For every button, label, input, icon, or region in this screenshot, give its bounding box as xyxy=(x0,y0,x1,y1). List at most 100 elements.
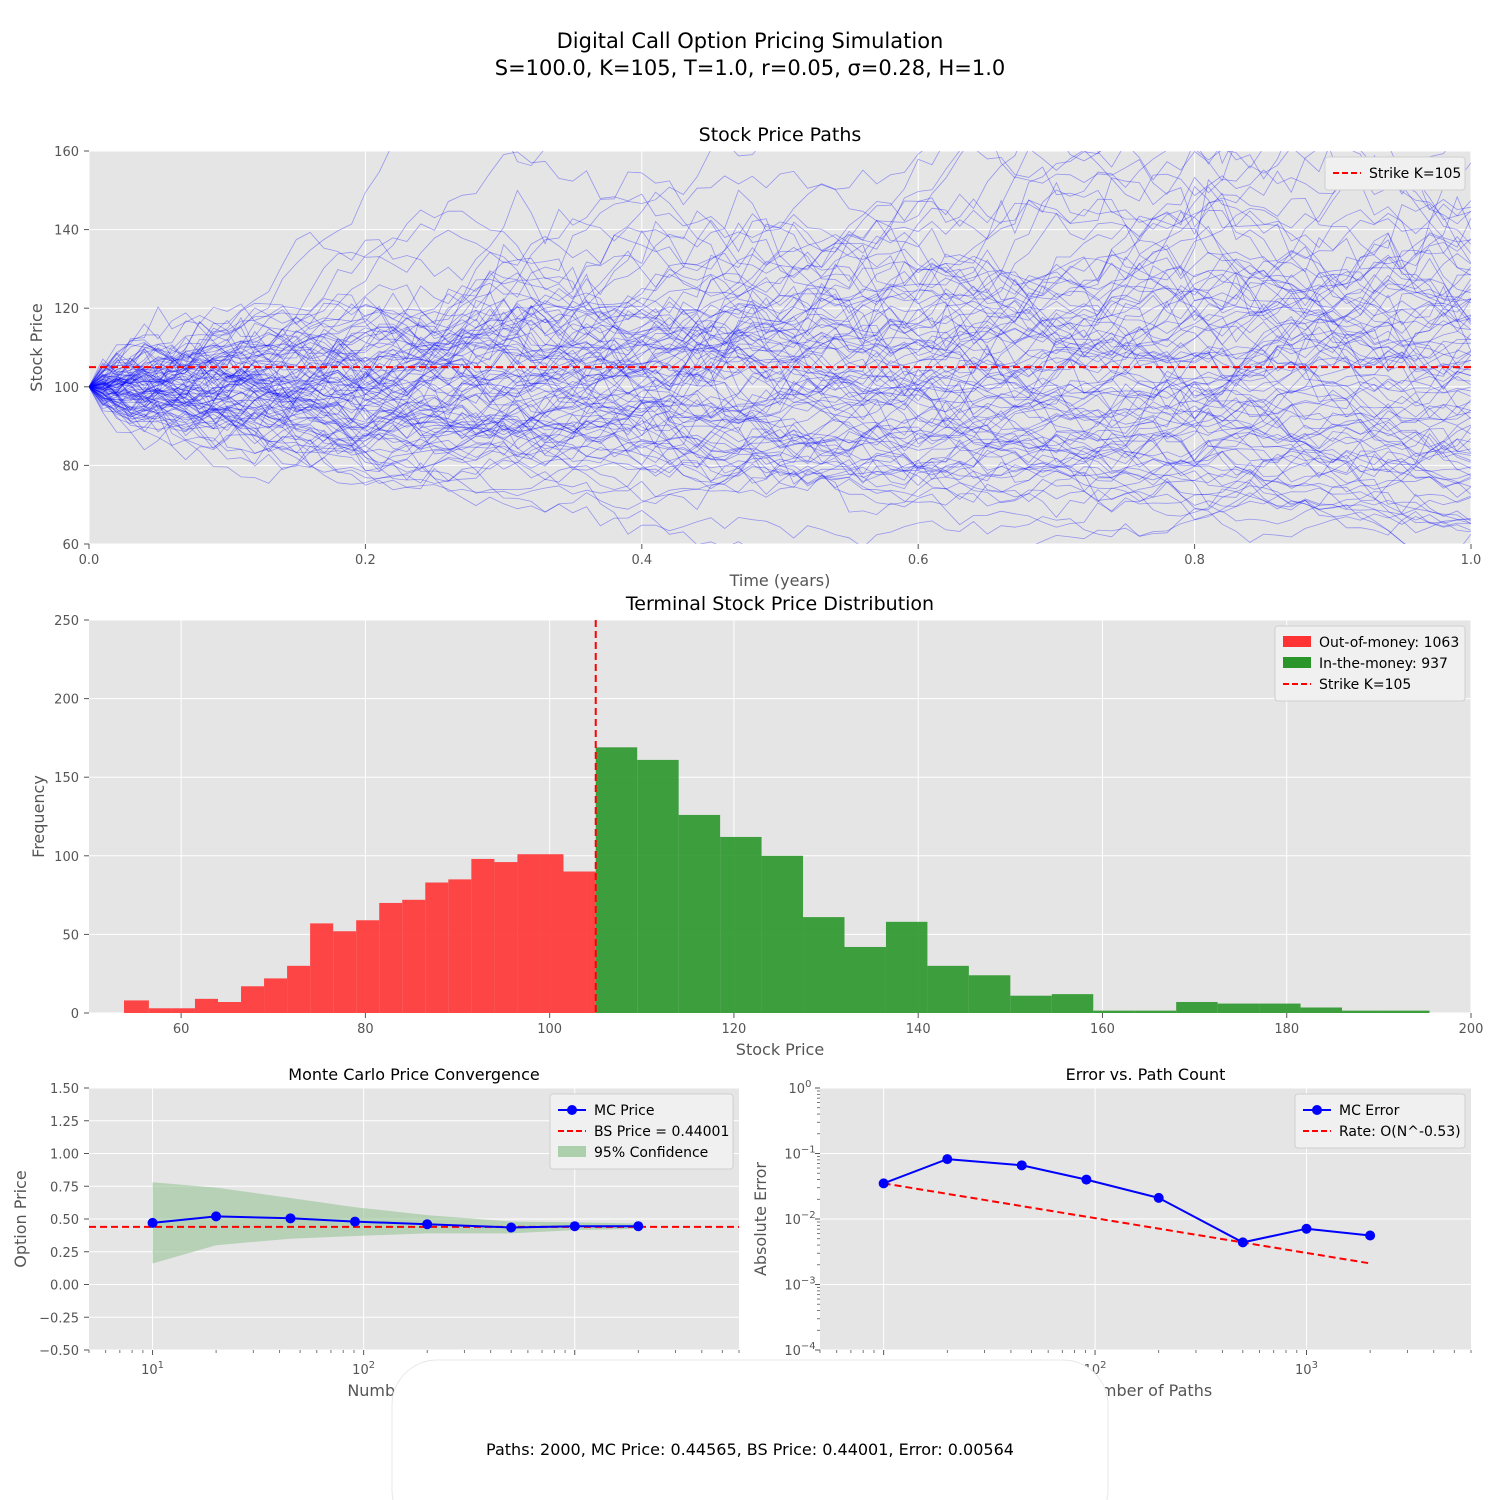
histogram-bar xyxy=(563,871,587,1013)
mc-price-point xyxy=(147,1217,158,1228)
price-path xyxy=(89,151,1471,416)
mc-error-point xyxy=(1016,1160,1027,1171)
price-path xyxy=(89,378,1471,534)
histogram-bar xyxy=(968,975,1011,1013)
y-tick-label: 200 xyxy=(54,693,79,708)
legend-label: Out-of-money: 1063 xyxy=(1319,635,1459,651)
price-path xyxy=(89,178,1471,421)
gridlines xyxy=(88,150,1472,545)
price-path xyxy=(89,272,1471,409)
legend-swatch xyxy=(1283,636,1311,647)
histogram-bar xyxy=(425,882,449,1013)
price-path xyxy=(89,154,1471,441)
mc-error-point xyxy=(878,1178,889,1189)
histogram-bar xyxy=(1259,1003,1301,1013)
legend-label: Strike K=105 xyxy=(1369,166,1461,182)
legend-label: 95% Confidence xyxy=(594,1145,708,1161)
price-path xyxy=(89,221,1471,400)
convergence-chart: 101102103−0.50−0.250.000.250.500.751.001… xyxy=(11,1065,740,1400)
x-tick-label: 100 xyxy=(537,1022,562,1037)
price-path xyxy=(89,326,1471,463)
mc-error-point xyxy=(1237,1237,1248,1248)
price-path xyxy=(89,207,1471,388)
histogram-bar xyxy=(1300,1007,1343,1013)
price-path xyxy=(89,151,1471,410)
legend: MC Price BS Price = 0.44001 95% Confidence xyxy=(549,1093,734,1170)
price-path xyxy=(89,254,1471,434)
y-tick-label: 0 xyxy=(71,1007,79,1022)
price-path xyxy=(89,371,1471,477)
price-path xyxy=(89,265,1471,388)
y-tick-label: 150 xyxy=(54,771,79,786)
price-path xyxy=(89,307,1471,463)
price-path xyxy=(89,151,1282,405)
histogram-bar xyxy=(927,965,969,1013)
price-path xyxy=(89,249,1471,388)
histogram-bar xyxy=(678,814,721,1013)
price-path xyxy=(89,246,1471,412)
price-path xyxy=(89,297,1471,408)
histogram-bar xyxy=(1176,1001,1218,1013)
y-tick-label: 0.75 xyxy=(50,1180,79,1195)
price-path xyxy=(89,386,1471,522)
price-path xyxy=(89,372,1471,471)
mc-price-point xyxy=(211,1211,222,1222)
legend-label: MC Error xyxy=(1339,1103,1400,1119)
simulated-paths xyxy=(89,151,1471,544)
y-axis-label: Frequency xyxy=(29,775,48,858)
price-path xyxy=(89,338,1471,427)
chart-title: Terminal Stock Price Distribution xyxy=(625,593,934,615)
histogram-bar xyxy=(761,855,804,1013)
y-tick-label: 1.50 xyxy=(50,1082,79,1097)
histogram-bar xyxy=(124,1000,149,1013)
price-path xyxy=(89,337,1471,445)
histogram-bar xyxy=(402,899,426,1013)
legend-label: Rate: O(N^-0.53) xyxy=(1339,1124,1461,1140)
price-path xyxy=(89,348,1405,544)
legend: MC Error Rate: O(N^-0.53) xyxy=(1294,1093,1466,1149)
out-of-money-bars xyxy=(124,854,596,1013)
histogram-bar xyxy=(720,836,762,1013)
in-the-money-bars xyxy=(595,747,1430,1013)
price-path xyxy=(89,267,1471,423)
y-tick-label: 0.00 xyxy=(50,1279,79,1294)
histogram-bar xyxy=(287,965,311,1013)
price-path xyxy=(89,328,1471,525)
price-path xyxy=(89,309,1471,397)
legend: Out-of-money: 1063 In-the-money: 937 Strik… xyxy=(1274,625,1466,702)
histogram-bar xyxy=(494,862,518,1013)
chart-title: Monte Carlo Price Convergence xyxy=(288,1065,539,1084)
price-path xyxy=(89,378,1471,461)
x-tick-label: 0.8 xyxy=(1184,553,1205,568)
legend-label: MC Price xyxy=(594,1103,654,1119)
price-path xyxy=(89,151,1471,407)
y-tick-label: 10−2 xyxy=(784,1210,815,1228)
mc-price-point xyxy=(422,1219,433,1230)
y-tick-label: 10−3 xyxy=(784,1276,815,1294)
y-tick-label: 160 xyxy=(54,145,79,160)
price-path xyxy=(89,151,1018,389)
price-path xyxy=(89,267,1471,451)
x-tick-label: 60 xyxy=(173,1022,190,1037)
price-path xyxy=(89,309,1471,439)
price-path xyxy=(89,151,1471,388)
mc-error-line xyxy=(883,1158,1371,1244)
y-tick-label: 50 xyxy=(62,928,79,943)
y-tick-label: 250 xyxy=(54,614,79,629)
histogram-bar xyxy=(471,858,495,1013)
price-path xyxy=(89,226,1471,397)
histogram-bar xyxy=(1217,1003,1260,1013)
mc-error-point xyxy=(942,1154,953,1165)
price-path xyxy=(89,371,1471,520)
legend: Strike K=105 xyxy=(1324,156,1466,191)
mc-error-point xyxy=(1365,1230,1376,1241)
price-path xyxy=(89,151,756,410)
x-tick-label: 160 xyxy=(1090,1022,1115,1037)
price-path xyxy=(89,151,1471,437)
price-path xyxy=(89,178,1471,422)
histogram-bar xyxy=(637,759,679,1013)
chart-title: Error vs. Path Count xyxy=(1066,1065,1226,1084)
y-tick-label: 80 xyxy=(62,459,79,474)
price-path xyxy=(89,151,1446,388)
figure-subtitle: S=100.0, K=105, T=1.0, r=0.05, σ=0.28, H… xyxy=(495,56,1006,80)
